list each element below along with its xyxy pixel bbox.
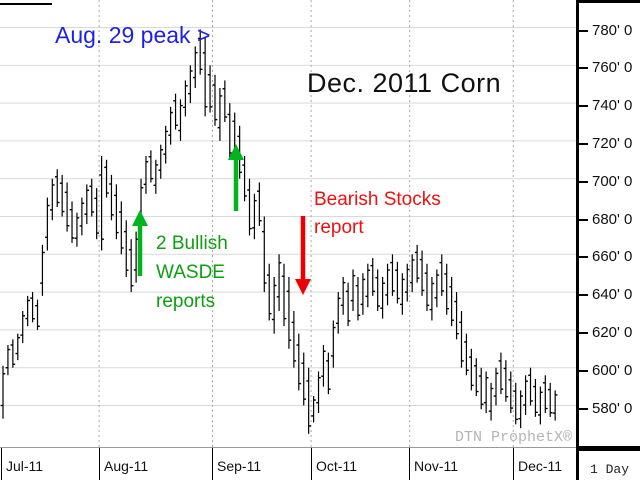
- month-label: Jul-11: [6, 458, 44, 474]
- price-label: 580' 0: [592, 399, 633, 417]
- price-tick: [579, 256, 588, 259]
- prophetx-watermark: DTN ProphetX®: [454, 429, 572, 446]
- month-label: Nov-11: [414, 458, 459, 474]
- chart-title: Dec. 2011 Corn: [307, 68, 502, 98]
- price-label: 780' 0: [592, 21, 633, 39]
- month-label: Sep-11: [217, 458, 262, 474]
- price-tick: [579, 218, 588, 221]
- date-axis[interactable]: Jul-11 Aug-11 Sep-11 Oct-11 Nov-11 Dec-11: [0, 447, 576, 480]
- bearish-stocks-annotation[interactable]: Bearish Stocks report: [314, 189, 441, 238]
- month-divider: [409, 448, 410, 480]
- top-edge-line: [0, 3, 52, 5]
- price-label: 640' 0: [592, 286, 633, 304]
- month-divider: [1, 448, 2, 480]
- wasde-annotation[interactable]: 2 Bullish WASDE reports: [156, 233, 228, 312]
- price-tick: [579, 29, 588, 32]
- price-label: 600' 0: [592, 361, 633, 379]
- price-label: 680' 0: [592, 210, 633, 228]
- ohlc-bars: [0, 29, 558, 434]
- annotation-arrows: [132, 144, 311, 295]
- price-tick: [579, 142, 588, 145]
- month-divider: [311, 448, 312, 480]
- month-label: Oct-11: [316, 458, 357, 474]
- price-tick: [579, 407, 588, 410]
- month-divider: [513, 448, 514, 480]
- month-label: Dec-11: [518, 458, 563, 474]
- price-tick: [579, 294, 588, 297]
- price-label: 700' 0: [592, 172, 633, 190]
- axis-separator: [579, 446, 640, 451]
- price-tick: [579, 105, 588, 108]
- month-divider: [212, 448, 213, 480]
- month-divider: [99, 448, 100, 480]
- price-label: 740' 0: [592, 97, 633, 115]
- price-tick: [579, 180, 588, 183]
- horizontal-gridlines: [0, 27, 576, 406]
- price-axis[interactable]: 1 Day 780' 0 760' 0 740' 0 720' 0 700' 0 680'…: [576, 0, 640, 480]
- price-label: 660' 0: [592, 248, 633, 266]
- price-label: 720' 0: [592, 134, 633, 152]
- price-tick: [579, 331, 588, 334]
- price-tick: [579, 67, 588, 70]
- aug29-peak-annotation[interactable]: Aug. 29 peak >: [55, 22, 211, 48]
- price-label: 760' 0: [592, 59, 633, 77]
- month-label: Aug-11: [104, 458, 149, 474]
- price-tick: [579, 369, 588, 372]
- price-label: 620' 0: [592, 323, 633, 341]
- interval-label: 1 Day: [589, 462, 629, 477]
